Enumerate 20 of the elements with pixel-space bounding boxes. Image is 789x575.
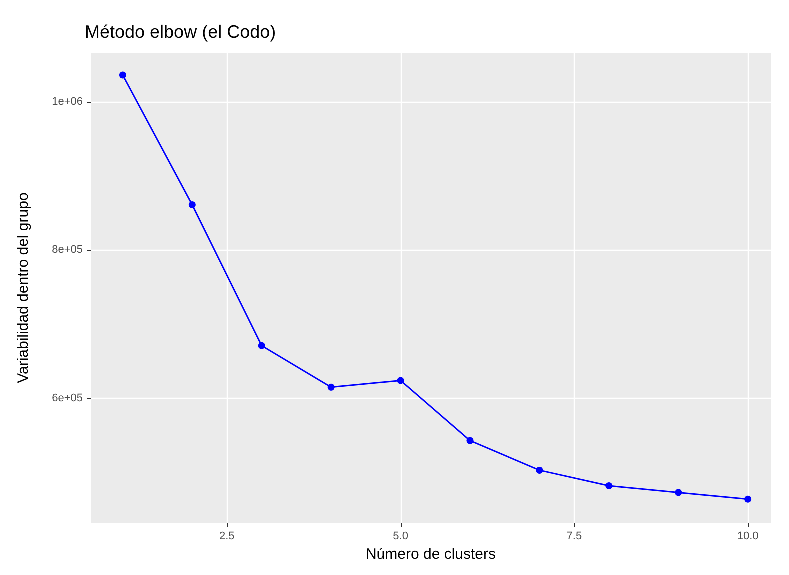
y-tick-label: 1e+06	[52, 96, 83, 108]
point	[606, 482, 613, 490]
point	[328, 384, 335, 391]
point	[397, 377, 404, 384]
x-tick-label: 2.5	[219, 530, 235, 543]
x-tick-label: 10.0	[737, 530, 759, 543]
point	[119, 72, 126, 79]
point	[744, 496, 752, 503]
y-tick-label: 6e+05	[52, 392, 83, 405]
point	[675, 489, 682, 496]
x-tick-label: 5.0	[393, 530, 408, 543]
x-tick-label: 7.5	[566, 530, 582, 543]
point	[188, 202, 196, 208]
y-tick-label: 8e+05	[52, 244, 83, 256]
x-axis-title: Número de clusters	[366, 546, 496, 563]
point	[466, 437, 474, 444]
chart-title: Método elbow (el Codo)	[85, 22, 276, 42]
y-axis-title: Variabilidad dentro del grupo	[15, 192, 32, 384]
point	[536, 466, 544, 474]
point	[258, 342, 266, 350]
